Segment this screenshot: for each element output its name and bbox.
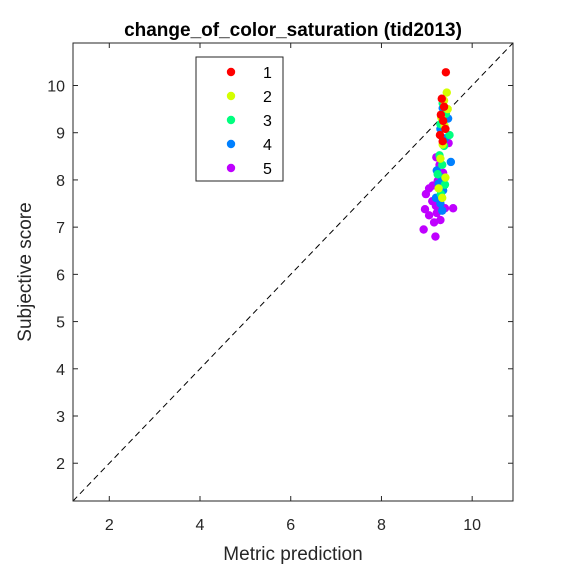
y-tick-label: 8 xyxy=(56,173,65,190)
data-points xyxy=(419,68,458,241)
data-point-series-2 xyxy=(442,88,451,97)
legend-label: 1 xyxy=(263,65,272,82)
y-axis-ticks: 2 3 4 5 6 7 8 9 10 xyxy=(47,78,513,473)
legend-box xyxy=(195,56,284,182)
x-axis-label: Metric prediction xyxy=(223,544,362,565)
legend-label: 3 xyxy=(263,113,272,130)
data-point-series-5 xyxy=(436,215,445,225)
data-point-series-5 xyxy=(448,204,458,213)
legend-label: 4 xyxy=(263,137,272,154)
legend-item-2: 2 xyxy=(226,89,272,106)
data-point-series-3 xyxy=(445,130,454,140)
y-tick-label: 10 xyxy=(47,78,65,95)
legend-marker xyxy=(226,91,236,101)
data-point-series-5 xyxy=(429,218,439,227)
legend-marker xyxy=(226,139,236,149)
legend-item-4: 4 xyxy=(226,137,272,154)
y-tick-label: 2 xyxy=(56,456,65,473)
x-axis-ticks: 2 4 6 8 10 xyxy=(105,43,481,534)
plot-frame xyxy=(72,42,514,502)
data-point-series-4 xyxy=(446,157,456,167)
data-point-series-4 xyxy=(438,206,447,215)
plot-area xyxy=(72,42,514,502)
x-tick-label: 2 xyxy=(105,517,114,534)
identity-reference-line xyxy=(72,42,514,502)
data-point-series-3 xyxy=(433,170,442,179)
y-tick-label: 9 xyxy=(56,126,65,143)
data-point-series-1 xyxy=(438,116,448,126)
legend-marker xyxy=(226,67,236,77)
data-point-series-2 xyxy=(441,173,450,182)
y-tick-label: 7 xyxy=(56,220,65,237)
data-point-series-5 xyxy=(419,225,428,234)
legend-item-1: 1 xyxy=(226,65,272,82)
data-point-series-2 xyxy=(434,184,443,193)
data-point-series-5 xyxy=(420,205,430,214)
y-tick-label: 5 xyxy=(56,315,65,332)
data-point-series-2 xyxy=(436,154,445,163)
x-tick-label: 10 xyxy=(463,517,481,534)
data-point-series-1 xyxy=(438,137,447,146)
legend-label: 2 xyxy=(263,89,272,106)
data-point-series-5 xyxy=(424,211,434,220)
legend-item-3: 3 xyxy=(226,113,272,130)
legend-label: 5 xyxy=(263,161,272,178)
x-tick-label: 4 xyxy=(196,517,205,534)
x-tick-label: 6 xyxy=(286,517,295,534)
data-point-series-1 xyxy=(441,68,451,77)
data-point-series-2 xyxy=(438,193,447,203)
legend-marker xyxy=(226,163,236,173)
y-tick-label: 6 xyxy=(56,267,65,284)
legend: 1 2 3 4 5 xyxy=(195,56,284,182)
data-point-series-5 xyxy=(431,232,440,241)
data-point-series-1 xyxy=(439,102,449,111)
data-point-series-1 xyxy=(441,124,450,134)
data-point-series-5 xyxy=(421,189,431,199)
data-point-series-1 xyxy=(437,94,446,103)
y-tick-label: 4 xyxy=(56,362,65,379)
y-tick-label: 3 xyxy=(56,409,65,426)
y-axis-label: Subjective score xyxy=(15,202,36,341)
x-tick-label: 8 xyxy=(377,517,386,534)
chart-title: change_of_color_saturation (tid2013) xyxy=(124,20,462,41)
legend-item-5: 5 xyxy=(226,161,272,178)
legend-marker xyxy=(226,115,236,125)
data-point-series-3 xyxy=(440,180,450,189)
